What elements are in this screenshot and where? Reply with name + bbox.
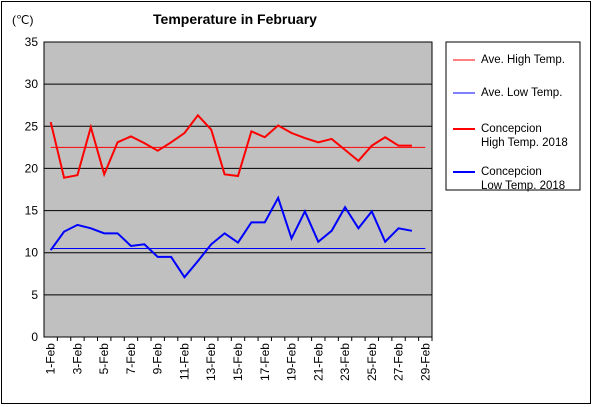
legend-label: Ave. High Temp. xyxy=(481,54,565,66)
x-tick-label: 5-Feb xyxy=(97,343,111,375)
y-tick-label: 0 xyxy=(31,330,38,344)
legend-label: Ave. Low Temp. xyxy=(481,87,563,99)
series-line xyxy=(49,113,412,179)
x-tick-label: 1-Feb xyxy=(44,343,58,375)
x-tick-label: 25-Feb xyxy=(365,343,379,381)
x-tick-label: 23-Feb xyxy=(338,343,352,381)
y-tick-label: 20 xyxy=(25,161,39,175)
y-tick-label: 25 xyxy=(25,119,39,133)
x-tick-label: 9-Feb xyxy=(151,343,165,375)
x-tick-label: 17-Feb xyxy=(258,343,272,381)
series-line xyxy=(49,195,413,279)
y-tick-label: 30 xyxy=(25,77,39,91)
x-tick-label: 11-Feb xyxy=(177,343,191,380)
x-tick-label: 27-Feb xyxy=(392,343,406,381)
x-tick-label: 21-Feb xyxy=(311,343,325,381)
y-tick-label: 10 xyxy=(25,246,39,260)
chart-title: Temperature in February xyxy=(153,11,317,27)
legend-label: Concepcion Low Temp. 2018 xyxy=(481,166,566,192)
legend xyxy=(445,41,581,191)
x-tick-label: 7-Feb xyxy=(124,343,138,375)
x-tick-label: 13-Feb xyxy=(204,343,218,381)
x-tick-label: 3-Feb xyxy=(70,343,84,375)
x-tick-label: 15-Feb xyxy=(231,343,245,381)
y-tick-label: 5 xyxy=(31,288,38,302)
y-axis-label: (℃) xyxy=(12,13,33,27)
y-tick-label: 15 xyxy=(25,204,39,218)
x-tick-label: 19-Feb xyxy=(285,343,299,381)
x-tick-label: 29-Feb xyxy=(418,343,432,381)
plot-area xyxy=(43,41,433,338)
y-tick-label: 35 xyxy=(25,35,39,49)
legend-label: Concepcion High Temp. 2018 xyxy=(481,123,568,149)
